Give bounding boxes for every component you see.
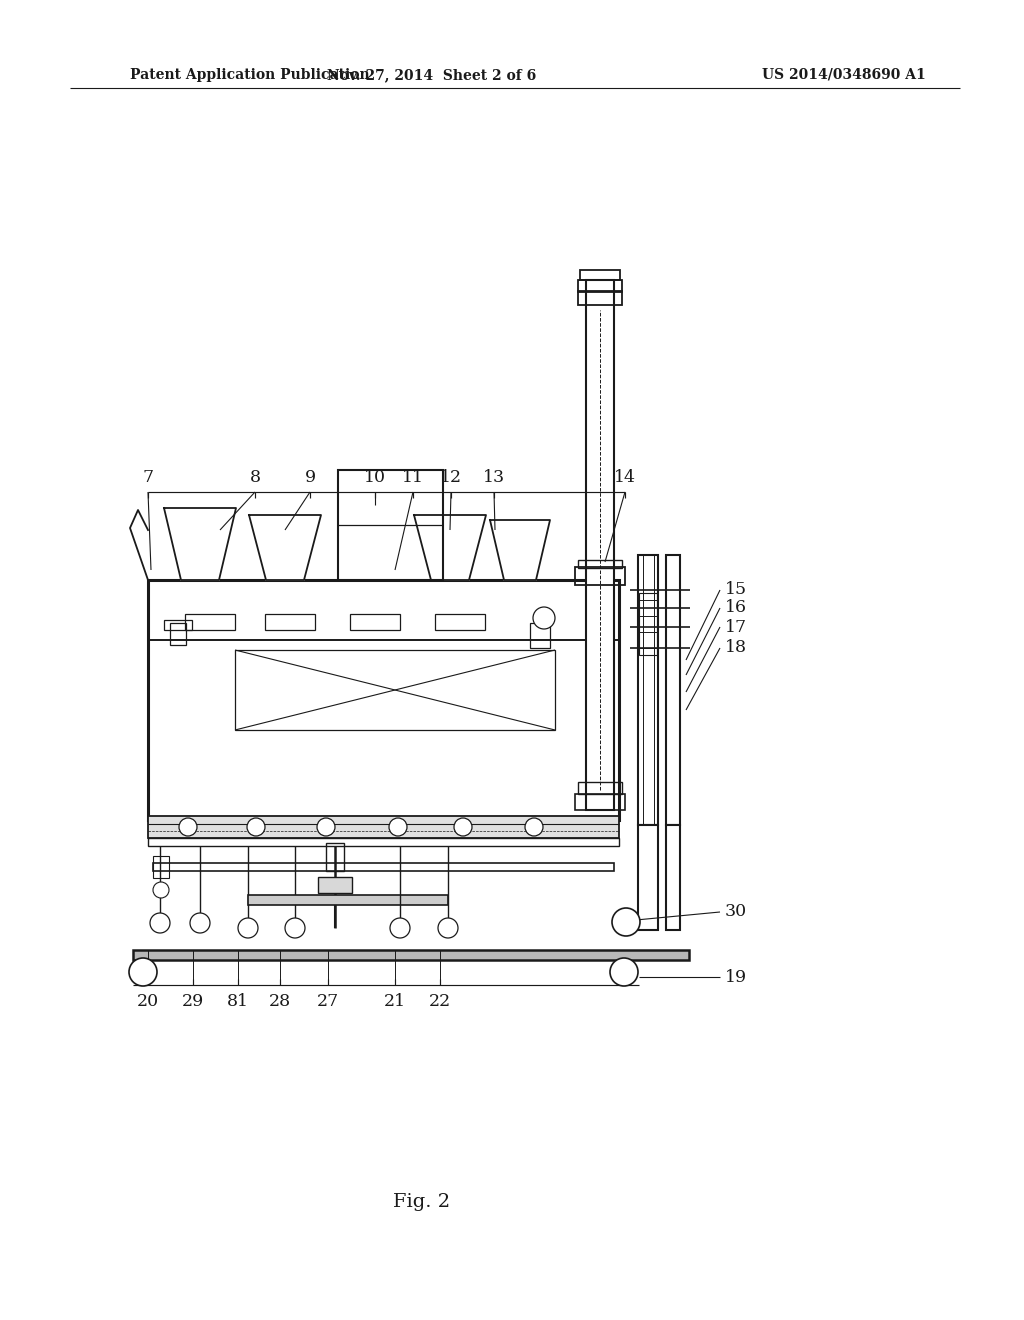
- Bar: [148, 579, 618, 820]
- Text: 18: 18: [725, 639, 746, 656]
- Circle shape: [153, 882, 169, 898]
- Bar: [580, 271, 620, 280]
- Text: 15: 15: [725, 582, 748, 598]
- Text: Fig. 2: Fig. 2: [393, 1193, 451, 1210]
- Bar: [435, 614, 485, 630]
- Text: Patent Application Publication: Patent Application Publication: [130, 69, 370, 82]
- Bar: [586, 280, 614, 810]
- Bar: [530, 623, 550, 648]
- Circle shape: [179, 818, 197, 836]
- Text: 22: 22: [429, 993, 452, 1010]
- Text: 29: 29: [182, 993, 204, 1010]
- Bar: [638, 554, 658, 825]
- Circle shape: [129, 958, 157, 986]
- Bar: [164, 620, 193, 630]
- Circle shape: [525, 818, 543, 836]
- Bar: [639, 593, 657, 655]
- Text: 17: 17: [725, 619, 748, 635]
- Bar: [265, 614, 315, 630]
- Bar: [666, 825, 680, 931]
- Bar: [578, 290, 622, 305]
- Circle shape: [389, 818, 407, 836]
- Text: 30: 30: [725, 903, 748, 920]
- Bar: [578, 560, 622, 568]
- Bar: [170, 623, 186, 645]
- Circle shape: [150, 913, 170, 933]
- Text: 7: 7: [142, 470, 154, 487]
- Bar: [350, 614, 400, 630]
- Text: 12: 12: [440, 470, 462, 487]
- Bar: [133, 950, 689, 960]
- Bar: [575, 568, 625, 585]
- Bar: [575, 795, 625, 810]
- Bar: [153, 855, 169, 878]
- Text: 20: 20: [137, 993, 159, 1010]
- Bar: [153, 863, 614, 871]
- Circle shape: [534, 607, 555, 630]
- Bar: [578, 781, 622, 795]
- Bar: [234, 649, 555, 730]
- Polygon shape: [490, 520, 550, 579]
- Circle shape: [454, 818, 472, 836]
- Bar: [185, 614, 234, 630]
- Circle shape: [610, 958, 638, 986]
- Text: 13: 13: [483, 470, 505, 487]
- Bar: [578, 280, 622, 292]
- Circle shape: [238, 917, 258, 939]
- Bar: [318, 876, 352, 894]
- Bar: [666, 554, 680, 825]
- Text: Nov. 27, 2014  Sheet 2 of 6: Nov. 27, 2014 Sheet 2 of 6: [328, 69, 537, 82]
- Text: 16: 16: [725, 599, 746, 616]
- Bar: [248, 895, 449, 906]
- Text: 9: 9: [304, 470, 315, 487]
- Polygon shape: [414, 515, 486, 579]
- Circle shape: [390, 917, 410, 939]
- Polygon shape: [249, 515, 321, 579]
- Text: 14: 14: [614, 470, 636, 487]
- Text: 28: 28: [269, 993, 291, 1010]
- Text: 11: 11: [402, 470, 424, 487]
- Bar: [148, 838, 618, 846]
- Text: 81: 81: [227, 993, 249, 1010]
- Bar: [638, 825, 658, 931]
- Polygon shape: [164, 508, 236, 579]
- Circle shape: [285, 917, 305, 939]
- Text: 19: 19: [725, 969, 748, 986]
- Bar: [326, 843, 344, 871]
- Circle shape: [317, 818, 335, 836]
- Circle shape: [438, 917, 458, 939]
- Text: 8: 8: [250, 470, 260, 487]
- Circle shape: [190, 913, 210, 933]
- Text: 27: 27: [316, 993, 339, 1010]
- Bar: [148, 816, 618, 838]
- Circle shape: [612, 908, 640, 936]
- Text: 10: 10: [364, 470, 386, 487]
- Text: US 2014/0348690 A1: US 2014/0348690 A1: [762, 69, 926, 82]
- Text: 21: 21: [384, 993, 407, 1010]
- Bar: [338, 470, 443, 579]
- Bar: [636, 913, 656, 928]
- Circle shape: [247, 818, 265, 836]
